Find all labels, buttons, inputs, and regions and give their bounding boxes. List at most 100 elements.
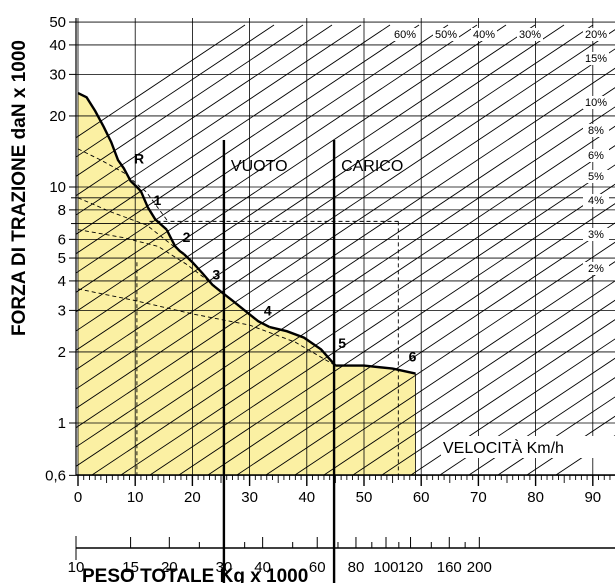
diagonal-line	[76, 106, 615, 467]
weight-tick-label: 60	[309, 559, 326, 576]
gradient-label: 2%	[588, 263, 604, 275]
diagonal-line	[497, 396, 615, 475]
diagonal-line	[76, 24, 304, 177]
diagonal-line	[120, 145, 615, 475]
gear-label-2: 2	[183, 229, 191, 245]
y-tick-label: 30	[49, 66, 66, 83]
y-tick-label: 20	[49, 108, 66, 125]
y-tick-label: 40	[49, 37, 66, 54]
diagonal-line	[76, 24, 362, 216]
weight-tick-label: 40	[254, 559, 271, 576]
diagonal-line	[439, 357, 615, 475]
gear-label-4: 4	[264, 303, 272, 319]
gradient-label-bg	[392, 28, 418, 41]
gradient-label: 5%	[588, 171, 604, 183]
diagonal-line	[76, 24, 478, 293]
speed-tick-label: 40	[298, 489, 315, 506]
y-tick-label: 3	[58, 302, 66, 319]
gradient-label: 15%	[585, 53, 607, 65]
gear-label-6: 6	[409, 349, 417, 365]
diagonal-line	[468, 377, 615, 475]
gradient-label-bg	[517, 28, 543, 41]
diagonal-line	[76, 24, 275, 158]
weight-tick-label: 120	[398, 559, 423, 576]
gradient-label-bg	[583, 262, 609, 275]
speed-axis-label: VELOCITÀ Km/h	[443, 438, 564, 457]
gradient-label-bg	[433, 28, 459, 41]
diagonal-line	[76, 48, 615, 409]
weight-tick-label: 10	[68, 559, 85, 576]
gradient-label-bg	[583, 149, 609, 162]
diagonal-line	[207, 203, 615, 475]
gear-label-1: 1	[154, 192, 162, 208]
diagonal-line	[352, 299, 615, 475]
gradient-label: 40%	[473, 29, 495, 41]
y-tick-label: 0,6	[45, 467, 66, 484]
gradient-label: 30%	[519, 29, 541, 41]
y-tick-label: 4	[58, 273, 66, 290]
gear-curve-1	[139, 190, 168, 231]
gear-curve-6	[335, 364, 416, 375]
speed-tick-label: 90	[584, 489, 601, 506]
gradient-label-bg	[583, 52, 609, 65]
label-carico: CARICO	[341, 158, 403, 175]
speed-tick-label: 50	[356, 489, 373, 506]
y-tick-label: 50	[49, 14, 66, 31]
y-axis-title: FORZA DI TRAZIONE daN x 1000	[9, 40, 30, 336]
weight-tick-label: 80	[348, 559, 365, 576]
diagonal-line	[91, 125, 615, 475]
gear-curve-3	[182, 253, 222, 293]
gradient-label-bg	[583, 124, 609, 137]
gradient-label: 8%	[588, 125, 604, 137]
gradient-label-bg	[583, 194, 609, 207]
y-tick-label: 1	[58, 415, 66, 432]
diagonal-line	[294, 261, 615, 475]
weight-tick-label: 200	[467, 559, 492, 576]
diagonal-line	[178, 183, 615, 475]
gradient-label-bg	[583, 96, 609, 109]
gear-label-r: R	[134, 150, 144, 166]
diagonal-line	[265, 241, 615, 475]
speed-tick-label: 70	[470, 489, 487, 506]
gradient-label: 6%	[588, 150, 604, 162]
diagonal-line	[76, 24, 333, 197]
gradient-label-bg	[583, 170, 609, 183]
weight-tick-label: 15	[122, 559, 139, 576]
diagonal-line	[76, 24, 536, 332]
speed-label-bg	[441, 436, 615, 458]
x-axis-title: PESO TOTALE Kg x 1000	[82, 566, 308, 583]
weight-tick-label: 30	[216, 559, 233, 576]
diagonal-line	[323, 280, 615, 475]
gradient-label: 10%	[585, 97, 607, 109]
y-tick-label: 2	[58, 344, 66, 361]
speed-tick-label: 80	[527, 489, 544, 506]
y-tick-label: 6	[58, 231, 66, 248]
speed-tick-label: 30	[241, 489, 258, 506]
gradient-label: 60%	[394, 29, 416, 41]
label-vuoto: VUOTO	[231, 158, 288, 175]
gear-curve-2	[165, 229, 185, 255]
gear-label-5: 5	[338, 335, 346, 351]
weight-tick-label: 100	[373, 559, 398, 576]
diagonal-line	[76, 24, 246, 139]
speed-tick-label: 10	[127, 489, 144, 506]
y-tick-label: 8	[58, 202, 66, 219]
diagonal-line	[76, 24, 594, 371]
gradient-label-bg	[583, 228, 609, 241]
gear-curve-4	[220, 290, 271, 329]
diagonal-line	[236, 222, 615, 475]
gear-label-3: 3	[212, 267, 220, 283]
dashed-curve	[77, 148, 170, 224]
diagonal-line	[76, 24, 507, 313]
diagonal-line	[76, 29, 615, 390]
weight-tick-label: 160	[437, 559, 462, 576]
gradient-label: 3%	[588, 229, 604, 241]
diagonal-line	[410, 338, 615, 475]
weight-tick-label: 20	[161, 559, 178, 576]
speed-tick-label: 20	[184, 489, 201, 506]
dashed-curve	[77, 229, 216, 287]
gear-curve-5	[269, 325, 337, 367]
traction-envelope-area	[78, 93, 416, 475]
diagonal-line	[76, 24, 391, 235]
